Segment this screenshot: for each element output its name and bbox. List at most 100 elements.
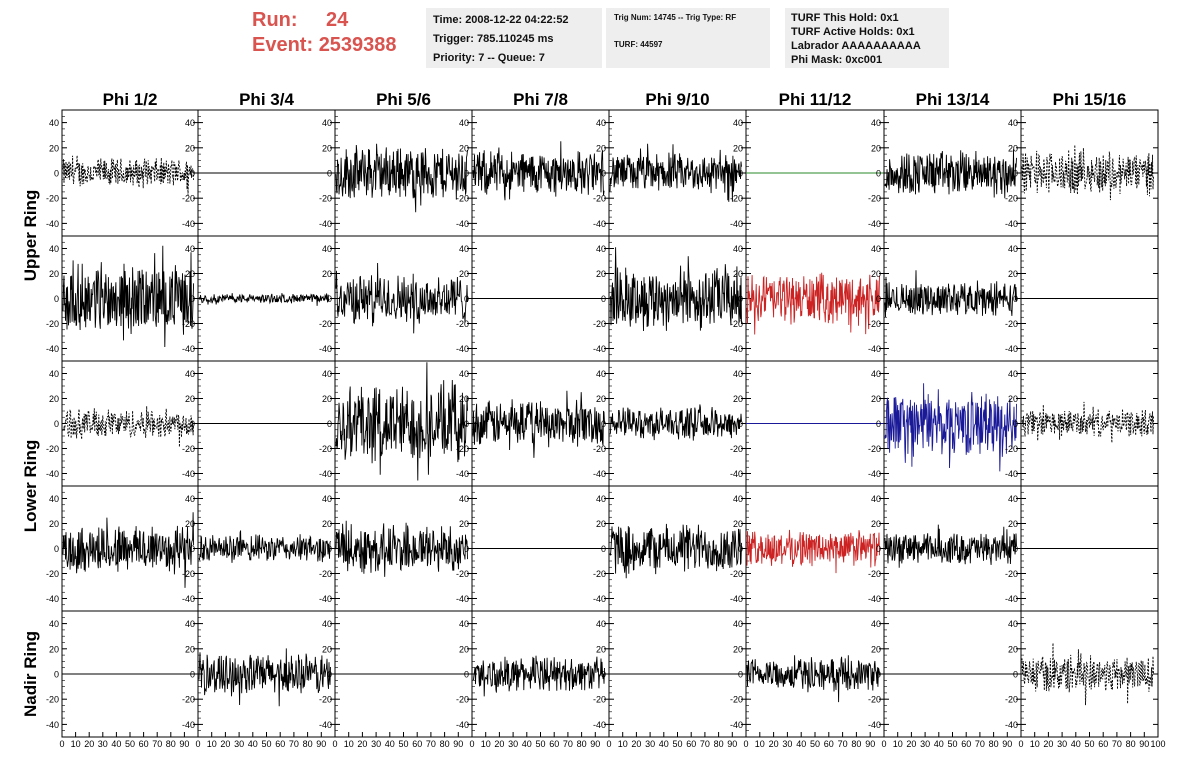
- y-tick-label: 20: [871, 269, 881, 279]
- y-tick-label: 20: [596, 269, 606, 279]
- x-tick-label: 70: [289, 739, 299, 749]
- y-tick-label: 20: [733, 269, 743, 279]
- x-tick-label: 0: [195, 739, 200, 749]
- y-tick-label: 40: [459, 244, 469, 254]
- y-tick-label: 0: [876, 169, 881, 179]
- waveform-trace: [335, 362, 468, 481]
- y-tick-label: 20: [185, 394, 195, 404]
- y-tick-label: 20: [185, 269, 195, 279]
- y-tick-label: -20: [1005, 695, 1018, 705]
- y-tick-label: 40: [871, 118, 881, 128]
- y-tick-label: -40: [46, 219, 59, 229]
- y-tick-label: 40: [1008, 118, 1018, 128]
- y-tick-label: 40: [871, 619, 881, 629]
- y-tick-label: 40: [596, 369, 606, 379]
- x-tick-label: 70: [152, 739, 162, 749]
- waveform-trace: [746, 655, 880, 703]
- waveform-trace: [62, 406, 195, 448]
- y-tick-label: -40: [182, 720, 195, 730]
- y-tick-label: 20: [871, 394, 881, 404]
- x-tick-label: 90: [453, 739, 463, 749]
- y-tick-label: 0: [1013, 670, 1018, 680]
- y-tick-label: 0: [876, 294, 881, 304]
- y-tick-label: 0: [464, 670, 469, 680]
- x-tick-label: 10: [755, 739, 765, 749]
- y-tick-label: -20: [868, 319, 881, 329]
- column-header-1: Phi 1/2: [103, 90, 158, 109]
- y-tick-label: 40: [596, 494, 606, 504]
- trig-num-text: Trig Num: 14745 -- Trig Type: RF: [614, 13, 737, 22]
- y-tick-label: -40: [456, 720, 469, 730]
- y-tick-label: -40: [319, 469, 332, 479]
- x-tick-label: 60: [139, 739, 149, 749]
- turf-active-holds-text: TURF Active Holds: 0x1: [791, 26, 915, 38]
- column-header-4: Phi 7/8: [513, 90, 568, 109]
- x-tick-label: 30: [1057, 739, 1067, 749]
- y-tick-label: 40: [459, 369, 469, 379]
- y-tick-label: 0: [54, 169, 59, 179]
- x-tick-label: 20: [1043, 739, 1053, 749]
- y-tick-label: 0: [327, 169, 332, 179]
- y-tick-label: 0: [601, 670, 606, 680]
- y-tick-label: -40: [730, 594, 743, 604]
- y-tick-label: 40: [322, 369, 332, 379]
- y-tick-label: -20: [46, 569, 59, 579]
- y-tick-label: -20: [1005, 319, 1018, 329]
- y-tick-label: -40: [730, 469, 743, 479]
- y-tick-label: 0: [190, 419, 195, 429]
- y-tick-label: 40: [459, 494, 469, 504]
- x-tick-label: 0: [469, 739, 474, 749]
- x-tick-label: 90: [590, 739, 600, 749]
- y-tick-label: 20: [596, 519, 606, 529]
- y-tick-label: -40: [1005, 469, 1018, 479]
- waveform-trace: [1021, 642, 1154, 706]
- x-tick-label: 60: [961, 739, 971, 749]
- x-tick-label: 90: [1002, 739, 1012, 749]
- y-tick-label: -40: [46, 594, 59, 604]
- y-tick-label: 20: [49, 269, 59, 279]
- y-tick-label: -20: [593, 319, 606, 329]
- y-tick-label: -20: [182, 444, 195, 454]
- x-tick-label: 90: [727, 739, 737, 749]
- x-tick-label: 60: [275, 739, 285, 749]
- y-tick-label: 0: [54, 544, 59, 554]
- x-tick-label: 30: [920, 739, 930, 749]
- y-tick-label: 0: [464, 294, 469, 304]
- x-tick-label: 90: [316, 739, 326, 749]
- y-tick-label: 0: [327, 670, 332, 680]
- y-tick-label: 40: [49, 244, 59, 254]
- y-tick-label: -40: [868, 720, 881, 730]
- y-tick-label: 40: [459, 118, 469, 128]
- y-tick-label: -20: [46, 444, 59, 454]
- x-tick-label: 60: [549, 739, 559, 749]
- y-tick-label: -20: [730, 444, 743, 454]
- x-tick-label: 0: [606, 739, 611, 749]
- y-tick-label: 20: [733, 644, 743, 654]
- x-tick-label: 50: [261, 739, 271, 749]
- event-value: 2539388: [318, 34, 397, 56]
- y-tick-label: 0: [601, 294, 606, 304]
- column-header-8: Phi 15/16: [1053, 90, 1127, 109]
- x-tick-label: 40: [522, 739, 532, 749]
- y-tick-label: -20: [456, 194, 469, 204]
- y-tick-label: -20: [593, 444, 606, 454]
- y-tick-label: -20: [319, 569, 332, 579]
- y-tick-label: 0: [1013, 169, 1018, 179]
- y-tick-label: 40: [596, 118, 606, 128]
- y-tick-label: -20: [182, 695, 195, 705]
- y-tick-label: 0: [190, 294, 195, 304]
- y-tick-label: 20: [733, 143, 743, 153]
- x-tick-label: 0: [59, 739, 64, 749]
- x-tick-label: 70: [563, 739, 573, 749]
- y-tick-label: -20: [456, 695, 469, 705]
- x-tick-label: 80: [714, 739, 724, 749]
- y-tick-label: -40: [319, 344, 332, 354]
- y-tick-label: -20: [1005, 569, 1018, 579]
- y-tick-label: 0: [1013, 419, 1018, 429]
- column-header-2: Phi 3/4: [239, 90, 294, 109]
- x-tick-label: 20: [906, 739, 916, 749]
- x-tick-label: 80: [303, 739, 313, 749]
- y-tick-label: 20: [1008, 519, 1018, 529]
- y-tick-label: 20: [733, 394, 743, 404]
- y-tick-label: 40: [733, 369, 743, 379]
